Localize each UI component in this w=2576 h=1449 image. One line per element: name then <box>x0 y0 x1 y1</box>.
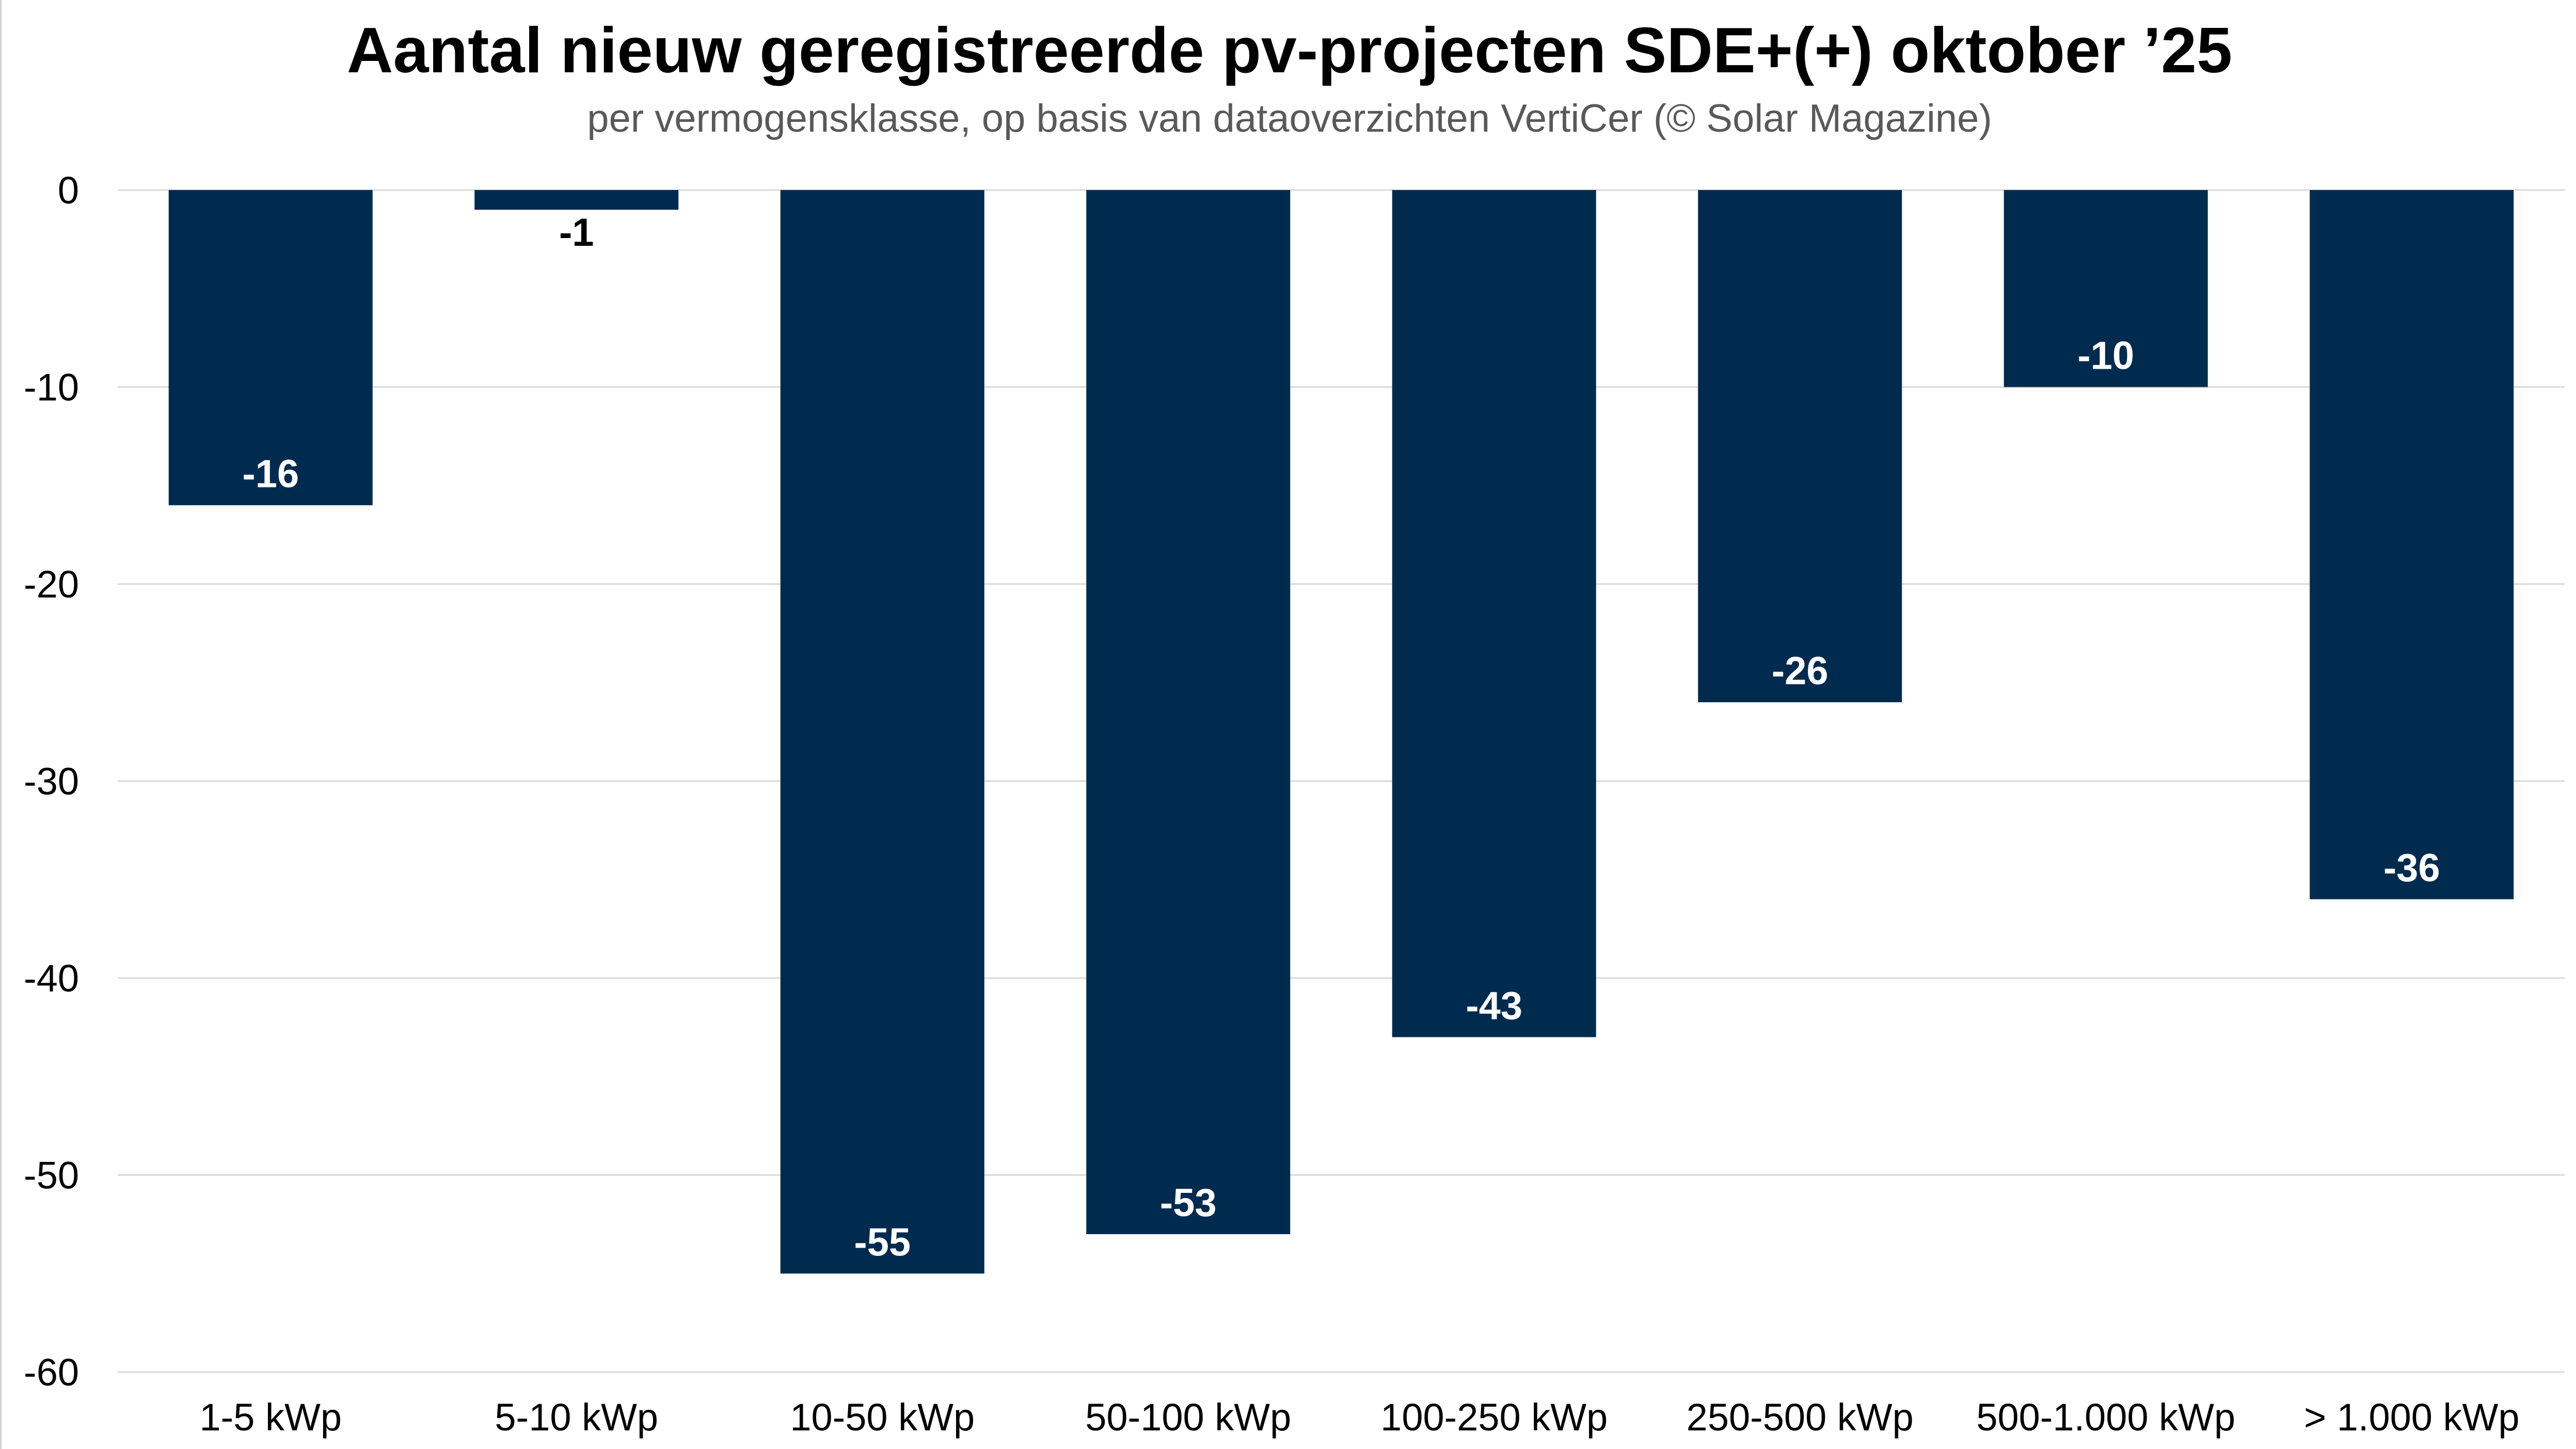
bar <box>1392 190 1596 1037</box>
x-tick-label: 250-500 kWp <box>1687 1396 1914 1439</box>
bar <box>780 190 984 1274</box>
bar-data-label: -26 <box>1772 649 1828 693</box>
x-tick-label: 10-50 kWp <box>790 1396 975 1439</box>
y-tick-label: -60 <box>24 1351 79 1394</box>
bar <box>168 190 373 506</box>
bar-data-label: -55 <box>854 1220 911 1264</box>
bar <box>1086 190 1291 1234</box>
gridlines <box>118 189 2565 1373</box>
bars <box>168 190 2514 1274</box>
x-tick-label: 50-100 kWp <box>1085 1396 1291 1439</box>
bar-data-label: -53 <box>1160 1181 1217 1225</box>
bar-data-label: -43 <box>1466 984 1522 1028</box>
y-axis: 0 -10 -20 -30 -40 -50 -60 <box>24 169 79 1394</box>
chart-title: Aantal nieuw geregistreerde pv-projecten… <box>347 15 2232 86</box>
bar <box>2310 190 2514 900</box>
bar-labels: -16 -1 -55 -53 -43 -26 -10 -36 <box>242 211 2440 1264</box>
y-tick-label: -40 <box>24 957 79 1000</box>
bar <box>1698 190 1902 702</box>
bar-data-label: -36 <box>2383 846 2440 890</box>
bar-data-label: -10 <box>2077 334 2134 378</box>
y-tick-label: -10 <box>24 366 79 409</box>
y-tick-label: -20 <box>24 563 79 606</box>
bar-data-label: -1 <box>559 211 594 255</box>
bar-data-label: -16 <box>242 452 299 496</box>
x-tick-label: 5-10 kWp <box>495 1396 658 1439</box>
y-tick-label: 0 <box>58 169 79 212</box>
x-tick-label: 1-5 kWp <box>199 1396 342 1439</box>
x-tick-label: > 1.000 kWp <box>2304 1396 2520 1439</box>
bar <box>2003 190 2208 387</box>
x-axis: 1-5 kWp 5-10 kWp 10-50 kWp 50-100 kWp 100-25… <box>199 1396 2519 1439</box>
x-tick-label: 100-250 kWp <box>1380 1396 1608 1439</box>
y-tick-label: -30 <box>24 760 79 803</box>
x-tick-label: 500-1.000 kWp <box>1976 1396 2235 1439</box>
chart-subtitle: per vermogensklasse, op basis van dataov… <box>587 97 1992 140</box>
bar <box>474 190 679 210</box>
y-tick-label: -50 <box>24 1154 79 1197</box>
